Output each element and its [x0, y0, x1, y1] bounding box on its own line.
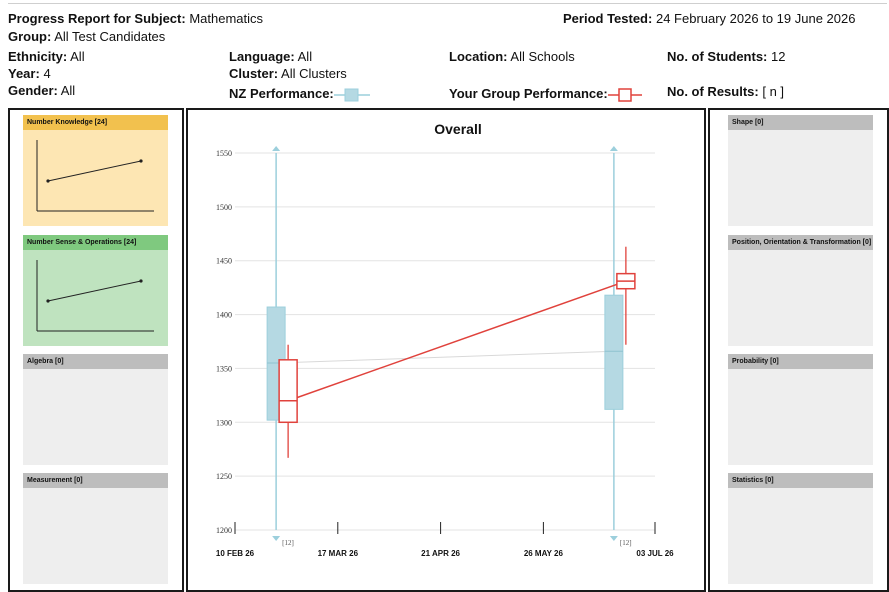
subject-line: Progress Report for Subject: Mathematics — [8, 11, 263, 26]
strand-panel-title: Number Knowledge [24] — [23, 115, 168, 130]
students-value: 12 — [771, 49, 786, 64]
top-rule — [8, 3, 887, 4]
year-value: 4 — [43, 66, 51, 81]
nz-box — [604, 294, 624, 410]
cluster-value: All Clusters — [281, 66, 347, 81]
y-tick-label: 1450 — [216, 257, 232, 266]
strand-panel-title: Shape [0] — [728, 115, 873, 130]
group-box — [278, 359, 298, 424]
nz-performance-legend-icon — [333, 88, 370, 102]
mini-point — [46, 299, 50, 303]
strand-panel: Number Knowledge [24] — [23, 115, 168, 226]
mini-point — [139, 279, 143, 283]
cluster-line: Cluster: All Clusters — [229, 66, 347, 81]
group-label: Group: — [8, 29, 52, 44]
mini-trend-line — [47, 160, 142, 182]
gender-value: All — [60, 83, 76, 98]
results-value: [ n ] — [762, 84, 785, 99]
ethnicity-label: Ethnicity: — [8, 49, 68, 64]
period-line: Period Tested: 24 February 2026 to 19 Ju… — [563, 11, 855, 26]
subject-value: Mathematics — [189, 11, 264, 26]
strand-panel: Number Sense & Operations [24] — [23, 235, 168, 346]
location-value: All Schools — [510, 49, 575, 64]
students-label: No. of Students: — [667, 49, 768, 64]
x-tick-label: 10 FEB 26 — [216, 549, 255, 558]
year-line: Year: 4 — [8, 66, 51, 81]
mini-trend-line — [47, 280, 142, 302]
strand-panel: Probability [0] — [728, 354, 873, 465]
y-tick-label: 1500 — [216, 203, 232, 212]
y-tick-label: 1550 — [216, 149, 232, 158]
strand-panel-title: Algebra [0] — [23, 354, 168, 369]
y-tick-label: 1300 — [216, 418, 232, 427]
strand-panel-title: Probability [0] — [728, 354, 873, 369]
nz-whisker-arrow-down — [609, 536, 618, 541]
results-label: No. of Results: — [667, 84, 759, 99]
strand-panel-title: Number Sense & Operations [24] — [23, 235, 168, 250]
period-value: 24 February 2026 to 19 June 2026 — [655, 11, 856, 26]
year-label: Year: — [8, 66, 40, 81]
group-median-connector — [287, 280, 627, 402]
group-performance-label: Your Group Performance: — [449, 86, 608, 101]
strand-panel: Measurement [0] — [23, 473, 168, 584]
x-tick-label: 03 JUL 26 — [636, 549, 674, 558]
nz-median-connector — [276, 350, 614, 364]
mini-point — [139, 159, 143, 163]
ethnicity-line: Ethnicity: All — [8, 49, 85, 64]
ethnicity-value: All — [70, 49, 85, 64]
strand-mini-chart — [36, 140, 154, 212]
y-tick-label: 1400 — [216, 311, 232, 320]
chart-title: Overall — [434, 121, 481, 137]
group-value: All Test Candidates — [54, 29, 166, 44]
cluster-label: Cluster: — [229, 66, 279, 81]
period-label: Period Tested: — [563, 11, 653, 26]
x-tick-label: 21 APR 26 — [421, 549, 460, 558]
location-label: Location: — [449, 49, 508, 64]
y-tick-label: 1250 — [216, 472, 232, 481]
n-label: [12] — [620, 539, 632, 547]
language-label: Language: — [229, 49, 295, 64]
location-line: Location: All Schools — [449, 49, 575, 64]
nz-performance-legend: NZ Performance: — [229, 86, 370, 102]
group-line: Group: All Test Candidates — [8, 29, 165, 44]
y-tick-label: 1200 — [216, 526, 232, 535]
strand-panel-title: Measurement [0] — [23, 473, 168, 488]
results-line: No. of Results: [ n ] — [667, 84, 784, 99]
strand-panel-title: Statistics [0] — [728, 473, 873, 488]
strand-panel-title: Position, Orientation & Transformation [… — [728, 235, 873, 250]
n-label: [12] — [282, 539, 294, 547]
nz-whisker-arrow-up — [272, 146, 281, 151]
mini-point — [46, 179, 50, 183]
group-performance-legend-icon — [607, 87, 642, 102]
gender-line: Gender: All — [8, 83, 75, 98]
nz-whisker-arrow-down — [272, 536, 281, 541]
language-value: All — [297, 49, 313, 64]
subject-label: Progress Report for Subject: — [8, 11, 186, 26]
strand-panel: Position, Orientation & Transformation [… — [728, 235, 873, 346]
strand-panel: Shape [0] — [728, 115, 873, 226]
nz-performance-label: NZ Performance: — [229, 86, 334, 101]
x-tick-label: 26 MAY 26 — [524, 549, 564, 558]
x-tick-label: 17 MAR 26 — [318, 549, 359, 558]
students-line: No. of Students: 12 — [667, 49, 785, 64]
gender-label: Gender: — [8, 83, 58, 98]
strand-mini-chart — [36, 260, 154, 332]
y-tick-label: 1350 — [216, 364, 232, 373]
language-line: Language: All — [229, 49, 312, 64]
strand-panel: Statistics [0] — [728, 473, 873, 584]
nz-whisker-arrow-up — [609, 146, 618, 151]
strand-panel: Algebra [0] — [23, 354, 168, 465]
group-performance-legend: Your Group Performance: — [449, 86, 642, 102]
